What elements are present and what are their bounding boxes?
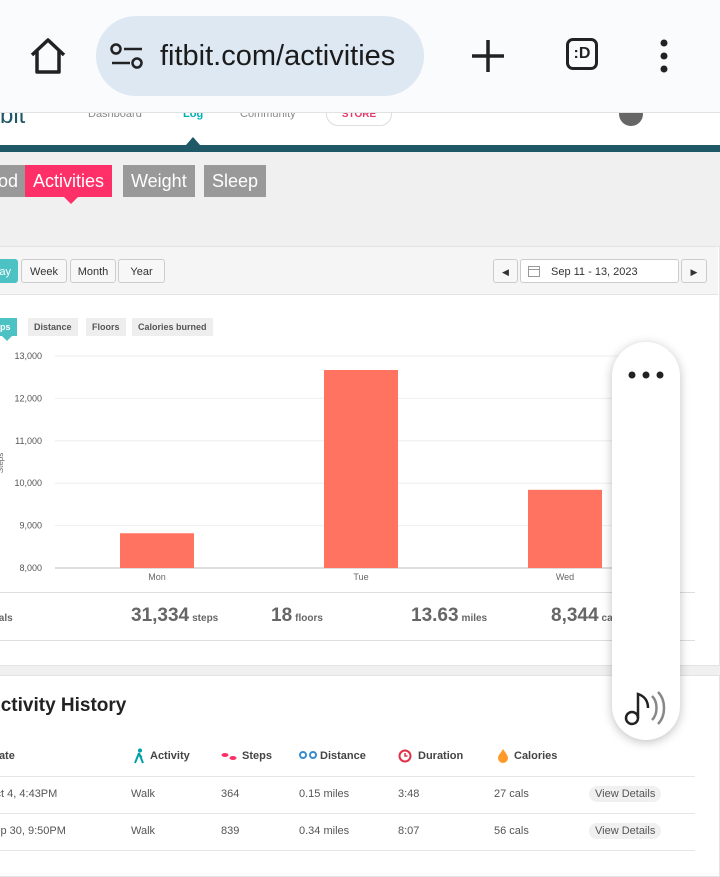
active-indicator (186, 137, 200, 145)
metric-tab[interactable]: Calories burned (132, 318, 213, 336)
total-value: 13.63 (411, 605, 459, 626)
steps-chart: 8,000 9,000 10,000 11,000 12,000 13,000 Steps M… (0, 351, 667, 582)
next-button[interactable]: ▶ (681, 259, 707, 283)
total-item: 31,334 steps (131, 605, 218, 627)
walk-icon (134, 748, 144, 764)
table-cell: Walk (131, 825, 156, 837)
period-tab[interactable]: Year (118, 259, 165, 283)
audio-button[interactable] (624, 688, 670, 728)
tab-pointer (2, 336, 12, 341)
y-tick-label: 13,000 (14, 351, 42, 361)
tab-switcher[interactable]: :D (566, 38, 598, 70)
divider (0, 592, 695, 593)
steps-icon (221, 753, 237, 760)
table-cell: 8:07 (398, 825, 420, 837)
y-tick-label: 9,000 (19, 521, 42, 531)
row-divider (0, 776, 695, 777)
tab-pointer (64, 197, 78, 204)
total-item: 8,344cals (551, 605, 621, 627)
bar (528, 489, 602, 568)
x-tick-label: Tue (353, 572, 368, 582)
category-tab[interactable]: Food (0, 165, 27, 197)
period-tab[interactable]: Month (70, 259, 116, 283)
table-cell: Walk (131, 788, 156, 800)
more-button[interactable] (626, 369, 666, 381)
column-header: Calories (514, 750, 558, 762)
total-value: 8,344 (551, 605, 599, 626)
total-unit: floors (295, 613, 323, 624)
bar (324, 369, 398, 568)
total-unit: cals (602, 613, 621, 624)
total-item: 18 floors (271, 605, 323, 627)
table-cell: 27 cals (494, 788, 529, 800)
metric-tab[interactable]: Distance (28, 318, 78, 336)
column-header: Date (0, 750, 15, 762)
total-unit: miles (461, 613, 488, 624)
table-cell: Sep 30, 9:50PM (0, 825, 66, 837)
totals-label: Totals (0, 613, 13, 624)
table-cell: 0.34 miles (299, 825, 350, 837)
total-item: 13.63 miles (411, 605, 487, 627)
x-tick-label: Mon (148, 572, 166, 582)
x-tick-label: Wed (556, 572, 574, 582)
menu-button[interactable] (656, 38, 672, 74)
nav-bar (0, 145, 720, 152)
view-details-button[interactable]: View Details (589, 823, 662, 839)
floating-panel (612, 342, 680, 740)
distance-icon (299, 751, 317, 759)
table-cell: 0.15 miles (299, 788, 350, 800)
period-tab[interactable]: Day (0, 259, 18, 283)
y-tick-label: 10,000 (14, 478, 42, 488)
table-cell: 3:48 (398, 788, 420, 800)
history-title: Activity History (0, 695, 127, 716)
home-button[interactable] (28, 36, 68, 76)
column-header: Distance (320, 750, 366, 762)
y-tick-label: 8,000 (19, 563, 42, 573)
y-tick-label: 11,000 (15, 436, 42, 446)
address-bar[interactable]: fitbit.com/activities (96, 16, 424, 96)
date-picker[interactable]: Sep 11 - 13, 2023 (520, 259, 679, 283)
period-tab[interactable]: Week (21, 259, 67, 283)
category-tab[interactable]: Activities (25, 165, 113, 197)
divider (0, 640, 695, 641)
row-divider (0, 813, 695, 814)
site-settings-icon[interactable] (110, 42, 144, 72)
duration-icon (398, 749, 412, 763)
column-header: Activity (150, 750, 190, 762)
calories-icon (498, 749, 508, 763)
url-text: fitbit.com/activities (160, 40, 396, 72)
y-tick-label: 12,000 (14, 393, 42, 403)
table-cell: 839 (221, 825, 240, 837)
view-details-button[interactable]: View Details (589, 786, 662, 802)
metric-tab[interactable]: Floors (86, 318, 126, 336)
column-header: Duration (418, 750, 464, 762)
table-cell: 56 cals (494, 825, 529, 837)
total-value: 31,334 (131, 605, 190, 626)
column-header: Steps (242, 750, 272, 762)
table-cell: Oct 4, 4:43PM (0, 788, 58, 800)
table-cell: 364 (221, 788, 240, 800)
metric-tab[interactable]: Steps (0, 318, 17, 336)
y-axis-label: Steps (0, 453, 5, 473)
browser-toolbar: fitbit.com/activities :D (0, 0, 720, 113)
new-tab-button[interactable] (470, 38, 506, 74)
total-value: 18 (271, 605, 293, 626)
total-unit: steps (192, 613, 219, 624)
category-tab[interactable]: Weight (123, 165, 195, 197)
prev-button[interactable]: ◀ (493, 259, 518, 283)
calendar-icon (528, 266, 540, 277)
category-tab[interactable]: Sleep (204, 165, 267, 197)
bar (120, 533, 194, 568)
